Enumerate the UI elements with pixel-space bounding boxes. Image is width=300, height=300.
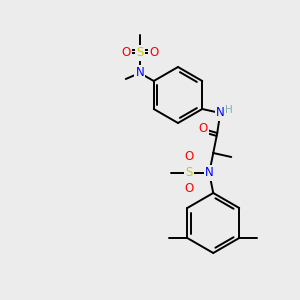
Text: O: O [149,46,158,59]
Text: N: N [205,167,214,179]
Text: N: N [216,106,225,119]
Text: H: H [225,105,233,115]
Text: O: O [121,46,130,59]
Text: O: O [184,182,194,196]
Text: S: S [186,167,193,179]
Text: S: S [136,46,143,59]
Text: O: O [199,122,208,136]
Text: N: N [135,67,144,80]
Text: O: O [184,151,194,164]
